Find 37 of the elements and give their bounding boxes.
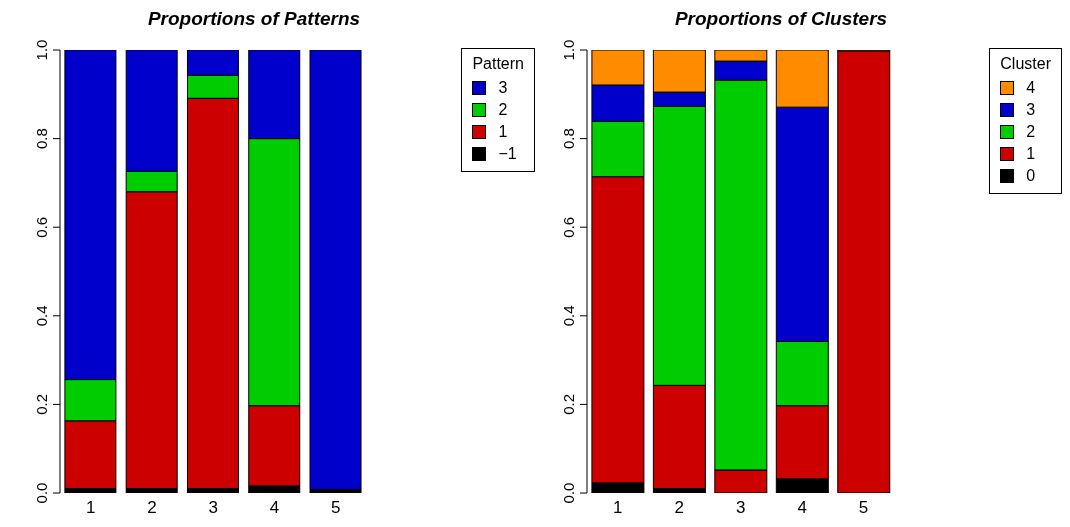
y-tick-label: 1.0 (33, 39, 50, 61)
legend-label: 1 (498, 123, 508, 141)
x-tick-label: 1 (613, 498, 623, 518)
x-tick-label: 2 (674, 498, 684, 518)
x-tick-label: 1 (85, 498, 96, 518)
x-tick-label: 5 (331, 498, 341, 518)
y-tick-label: 0.8 (560, 128, 577, 150)
y-tick-label: 0.2 (560, 393, 577, 415)
y-tick-label: 0.6 (33, 216, 50, 238)
y-tick-label: 0.4 (33, 305, 50, 327)
legend-label: 3 (498, 79, 508, 97)
chart-title: Proportions of Patterns (146, 8, 362, 30)
y-tick-label: 0.4 (560, 305, 577, 327)
chart-title: Proportions of Clusters (673, 8, 889, 30)
legend-label: 2 (498, 101, 508, 119)
y-tick-label: 0.0 (560, 482, 577, 504)
legend-label: 1 (1026, 145, 1036, 163)
y-tick-label: 0.8 (33, 128, 50, 150)
legend-label: 4 (1026, 79, 1036, 97)
x-tick-label: 4 (269, 498, 280, 518)
legend-label: −1 (498, 145, 517, 163)
y-tick-label: 0.0 (33, 482, 50, 504)
y-tick-label: 0.6 (560, 216, 577, 238)
x-tick-label: 3 (208, 498, 218, 518)
x-tick-label: 4 (797, 498, 807, 518)
y-tick-label: 1.0 (560, 39, 577, 61)
x-tick-label: 5 (858, 498, 869, 518)
bar (309, 50, 362, 490)
legend-label: 3 (1026, 101, 1036, 119)
x-tick-label: 2 (147, 498, 157, 518)
legend-label: 0 (1026, 167, 1036, 185)
legend-title: Cluster (1000, 55, 1051, 73)
bar (837, 50, 891, 493)
legend-label: 2 (1026, 123, 1036, 141)
y-tick-label: 0.2 (33, 393, 50, 415)
x-tick-label: 3 (735, 498, 746, 518)
legend-title: Pattern (472, 55, 524, 73)
